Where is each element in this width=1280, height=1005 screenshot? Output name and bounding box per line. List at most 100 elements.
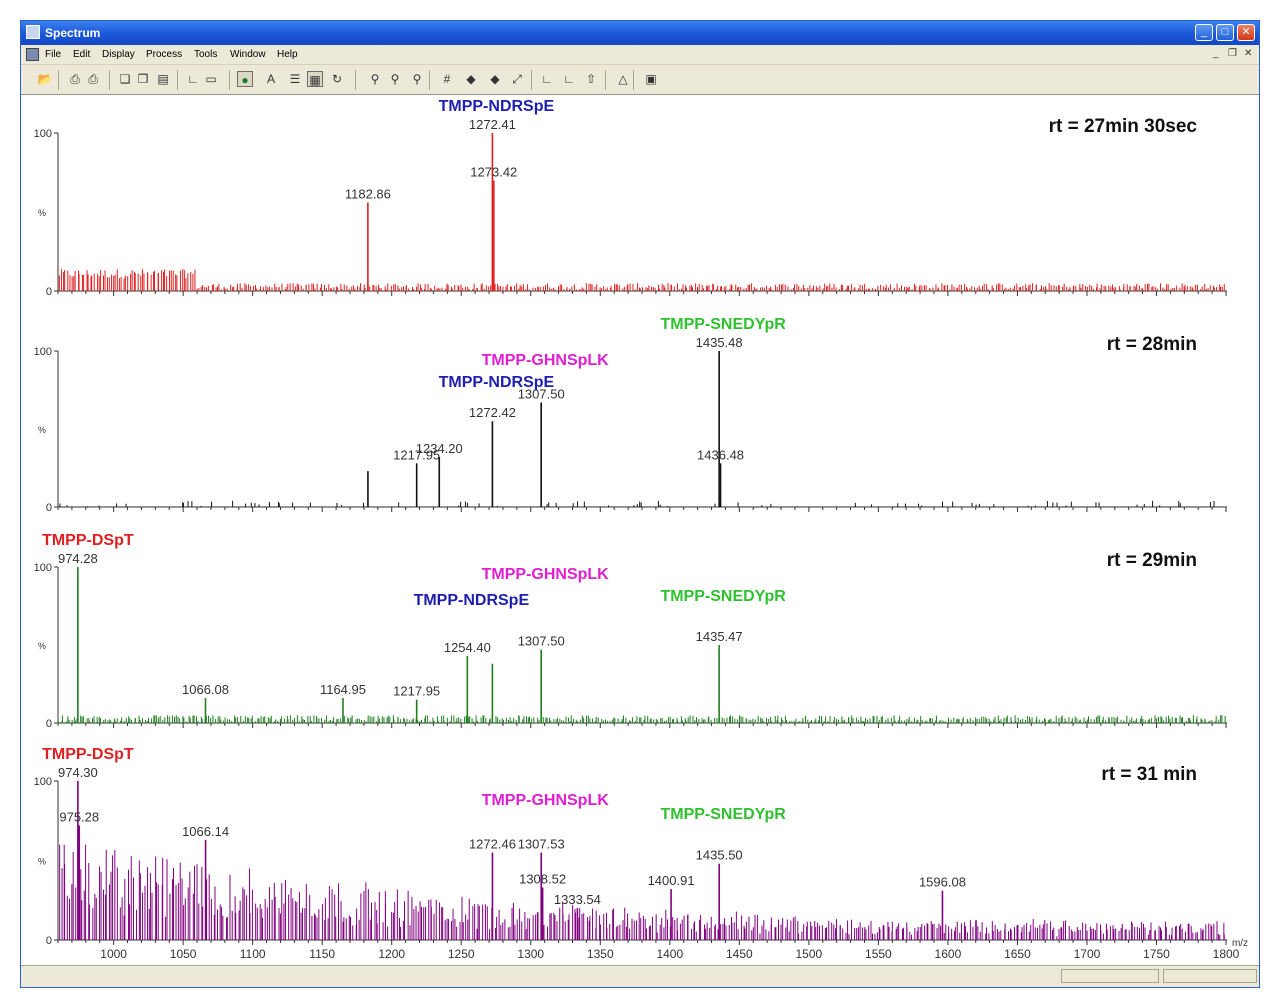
peak-label: 1066.08	[182, 682, 229, 697]
left-arrow-icon[interactable]: ◆	[466, 72, 476, 86]
panel-rt-label: rt = 29min	[1107, 550, 1197, 571]
peak-label: 1182.86	[345, 187, 391, 202]
x-axis-label: m/z	[1232, 938, 1248, 949]
x-tick-label: 1250	[448, 947, 475, 961]
spectrum-chart: 100% 0 1182.86 1272.41 1273.42 rt = 27min 30s…	[34, 98, 1248, 961]
minimize-button[interactable]: _	[1195, 24, 1213, 41]
peak-label: 975.28	[59, 810, 99, 825]
app-icon	[26, 25, 40, 39]
save-icon[interactable]: ▣	[645, 72, 657, 86]
peak-icon[interactable]: ▦	[307, 71, 323, 87]
mdi-restore-icon[interactable]: ❐	[1228, 48, 1237, 59]
maximize-button[interactable]: □	[1216, 24, 1234, 41]
peptide-annotation: TMPP-GHNSpLK	[482, 566, 610, 583]
peak-label: 974.28	[58, 551, 98, 566]
annotate-icon[interactable]: A	[266, 72, 275, 86]
toolbar-separator	[429, 70, 430, 90]
menu-bar: File Edit Display Process Tools Window H…	[21, 45, 1259, 65]
peak-label: 1307.50	[518, 386, 565, 401]
print-preview-icon[interactable]: ⎙	[70, 72, 80, 86]
centroid-icon[interactable]: △	[618, 72, 628, 86]
menu-edit[interactable]: Edit	[73, 49, 91, 60]
peak-label: 1435.48	[696, 335, 743, 350]
right-arrow-icon[interactable]: ◆	[490, 72, 500, 86]
peak-label: 1596.08	[919, 875, 966, 890]
spectrum-chart-area: 100% 0 1182.86 1272.41 1273.42 rt = 27min 30s…	[21, 95, 1259, 965]
baseline-icon[interactable]: ∟	[541, 72, 553, 86]
y-tick-label: 100	[34, 128, 52, 140]
x-tick-label: 1300	[517, 947, 544, 961]
toolbar: 📂 ⎙ ⎙ ❏ ❐ ▤ ∟ ▭ ● A ☰ ▦ ↻ ⚲ ⚲ ⚲ # ◆ ◆ ⤢ ∟ ∟ ⇧ △ ▣	[21, 65, 1259, 95]
peak-label: 1307.50	[518, 634, 565, 649]
peptide-annotation: TMPP-SNEDYpR	[660, 588, 786, 605]
menu-display[interactable]: Display	[102, 49, 135, 60]
x-tick-label: 1350	[587, 947, 614, 961]
peptide-annotation: TMPP-NDRSpE	[439, 374, 555, 391]
menu-window[interactable]: Window	[230, 49, 266, 60]
peak-label: 1436.48	[697, 447, 744, 462]
menu-process[interactable]: Process	[146, 49, 183, 60]
x-tick-label: 1600	[935, 947, 962, 961]
copy-icon[interactable]: ❏	[119, 72, 131, 86]
status-bar	[21, 965, 1259, 987]
peak-label: 1164.95	[320, 682, 366, 697]
paste-icon[interactable]: ❐	[137, 72, 149, 86]
menu-tools[interactable]: Tools	[194, 49, 218, 60]
mdi-minimize-icon[interactable]: _	[1213, 48, 1219, 59]
x-tick-label: 1200	[378, 947, 405, 961]
grid-icon[interactable]: #	[443, 72, 451, 86]
fit-icon[interactable]: ⤢	[512, 72, 522, 86]
print-icon[interactable]: ⎙	[88, 72, 98, 86]
x-tick-label: 1700	[1074, 947, 1101, 961]
peak-label: 1435.50	[696, 848, 743, 863]
toolbar-separator	[109, 70, 110, 90]
axes-icon[interactable]: ∟	[187, 72, 199, 86]
status-pane-2	[1163, 969, 1257, 983]
peptide-annotation: TMPP-GHNSpLK	[482, 792, 610, 809]
peak-label: 1333.54	[554, 892, 601, 907]
refresh-icon[interactable]: ↻	[331, 72, 343, 86]
peak-label: 1308.52	[519, 872, 566, 887]
y-tick-label: 0	[46, 286, 52, 298]
peak-label: 1273.42	[470, 164, 517, 179]
menu-help[interactable]: Help	[277, 49, 298, 60]
y-tick-label: %	[38, 641, 46, 651]
x-tick-label: 1000	[100, 947, 127, 961]
mdi-close-icon[interactable]: ✕	[1244, 48, 1253, 59]
list-icon[interactable]: ☰	[289, 72, 301, 86]
toolbar-separator	[177, 70, 178, 90]
peptide-annotation: TMPP-DSpT	[42, 532, 134, 549]
y-tick-label: %	[38, 857, 46, 867]
toolbar-separator	[605, 70, 606, 90]
zoom-out-icon[interactable]: ⚲	[390, 72, 400, 86]
zoom-range-icon[interactable]: ⚲	[412, 72, 422, 86]
panel-rt-label: rt = 28min	[1107, 334, 1197, 355]
peak-label: 974.30	[58, 765, 98, 780]
peptide-annotation: TMPP-GHNSpLK	[482, 352, 610, 369]
open-icon[interactable]: 📂	[37, 72, 53, 86]
zoom-in-icon[interactable]: ⚲	[370, 72, 380, 86]
menu-file[interactable]: File	[45, 49, 62, 60]
title-bar: Spectrum _ □ ✕	[21, 21, 1259, 45]
smooth-icon[interactable]: ∟	[563, 72, 575, 86]
peptide-annotation: TMPP-NDRSpE	[439, 98, 555, 115]
toolbar-separator	[229, 70, 230, 90]
center-icon[interactable]: ⇧	[585, 72, 597, 86]
globe-icon[interactable]: ●	[237, 71, 253, 87]
noise-series	[57, 715, 1226, 723]
y-tick-label: 0	[46, 935, 52, 947]
frame-icon[interactable]: ▭	[205, 72, 217, 86]
peak-label: 1272.46	[469, 837, 516, 852]
toolbar-separator	[58, 70, 59, 90]
window-title: Spectrum	[45, 26, 101, 40]
close-button[interactable]: ✕	[1237, 24, 1255, 41]
x-tick-label: 1050	[170, 947, 197, 961]
panel-rt-label: rt = 31 min	[1101, 764, 1197, 785]
toolbar-separator	[355, 70, 356, 90]
clipboard-icon[interactable]: ▤	[157, 72, 169, 86]
x-tick-label: 1550	[865, 947, 892, 961]
x-tick-label: 1150	[309, 947, 335, 961]
x-tick-label: 1800	[1213, 947, 1240, 961]
x-tick-label: 1750	[1143, 947, 1170, 961]
document-icon[interactable]	[26, 48, 39, 61]
